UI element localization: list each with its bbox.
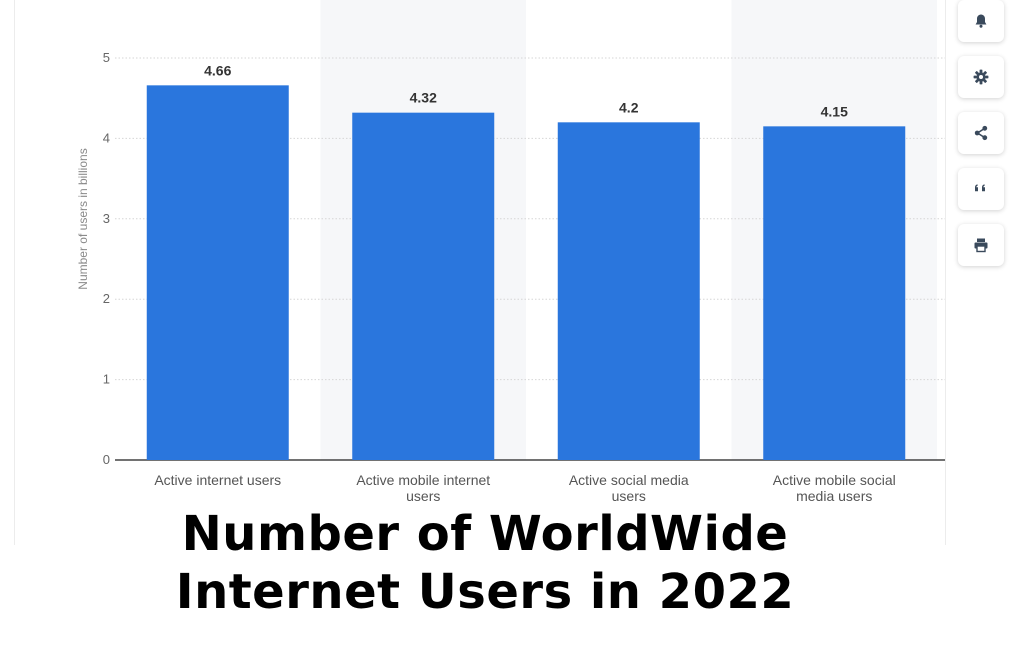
chart-panel: 0 1 2 3 4 5 Number of users in billions 4.66 Act… bbox=[14, 0, 946, 545]
bar bbox=[146, 85, 289, 460]
x-tick-label: Active mobile internet users bbox=[356, 472, 490, 504]
bar bbox=[352, 112, 495, 460]
caption-line-2: Internet Users in 2022 bbox=[175, 564, 795, 620]
y-axis-title: Number of users in billions bbox=[76, 148, 90, 289]
bar-value-label: 4.2 bbox=[619, 99, 639, 115]
bar bbox=[557, 122, 700, 460]
y-tick-label: 4 bbox=[103, 130, 110, 145]
notification-button[interactable] bbox=[958, 0, 1004, 42]
x-tick-label: Active mobile social media users bbox=[773, 472, 896, 504]
print-icon bbox=[974, 238, 988, 253]
bar-value-label: 4.32 bbox=[410, 90, 437, 106]
bar bbox=[763, 126, 906, 460]
x-tick-label: Active internet users bbox=[154, 472, 281, 488]
quote-icon bbox=[975, 184, 985, 192]
share-button[interactable] bbox=[958, 112, 1004, 154]
bar-value-label: 4.66 bbox=[204, 62, 231, 78]
bell-icon bbox=[975, 14, 987, 28]
y-tick-label: 1 bbox=[103, 372, 110, 387]
x-tick-label: Active social media users bbox=[569, 472, 689, 504]
bar-value-label: 4.15 bbox=[821, 103, 848, 119]
y-tick-label: 5 bbox=[103, 50, 110, 65]
gear-icon bbox=[973, 69, 989, 85]
caption-line-1: Number of WorldWide bbox=[181, 506, 789, 562]
print-button[interactable] bbox=[958, 224, 1004, 266]
settings-button[interactable] bbox=[958, 56, 1004, 98]
cite-button[interactable] bbox=[958, 168, 1004, 210]
image-caption: Number of WorldWide Internet Users in 20… bbox=[0, 505, 970, 621]
share-icon bbox=[974, 125, 988, 141]
y-tick-label: 0 bbox=[103, 452, 110, 467]
bar-chart: 0 1 2 3 4 5 Number of users in billions 4.66 Act… bbox=[76, 0, 945, 504]
y-tick-label: 2 bbox=[103, 291, 110, 306]
y-tick-label: 3 bbox=[103, 211, 110, 226]
